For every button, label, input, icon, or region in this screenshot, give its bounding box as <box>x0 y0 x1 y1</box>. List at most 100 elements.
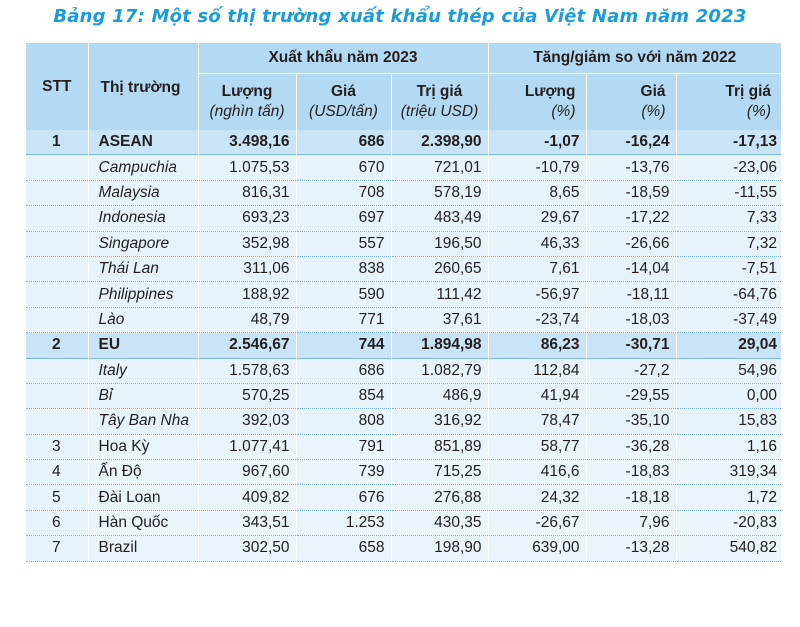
row-stt <box>26 408 88 435</box>
row-value: 854 <box>295 383 391 409</box>
column-header-label: Lượng <box>221 83 273 100</box>
row-value: 46,33 <box>487 231 586 257</box>
table-row: Indonesia 693,23 697 483,49 29,67 -17,22 7,33 <box>26 205 781 232</box>
column-header-unit: (triệu USD) <box>400 103 479 120</box>
row-value: 196,50 <box>390 231 488 257</box>
row-value: -17,13 <box>675 130 781 155</box>
row-value: 721,01 <box>390 154 488 181</box>
row-value: 111,42 <box>390 281 488 308</box>
row-value: 1.082,79 <box>390 358 488 384</box>
table-row: 7 Brazil 302,50 658 198,90 639,00 -13,28 540,82 <box>26 535 781 562</box>
row-value: 302,50 <box>197 535 296 562</box>
row-value: 15,83 <box>675 408 781 435</box>
column-header-unit: (%) <box>641 103 666 120</box>
row-stt: 2 <box>26 332 88 359</box>
row-value: 8,65 <box>487 180 586 206</box>
row-market-name: ASEAN <box>87 130 198 155</box>
row-market-name: Hoa Kỳ <box>87 434 198 460</box>
table-row: Thái Lan 311,06 838 260,65 7,61 -14,04 -7,51 <box>26 256 781 282</box>
row-value: 1.253 <box>295 510 391 536</box>
row-value: -20,83 <box>675 510 781 536</box>
column-header-unit: (USD/tấn) <box>309 103 378 120</box>
column-header: Giá (%) <box>585 73 676 130</box>
row-stt: 6 <box>26 510 88 536</box>
table-row: Singapore 352,98 557 196,50 46,33 -26,66 7,32 <box>26 231 781 257</box>
column-header-unit: (nghìn tấn) <box>209 103 285 120</box>
row-value: 708 <box>295 180 391 206</box>
row-value: -29,55 <box>585 383 676 409</box>
row-value: -26,66 <box>585 231 676 257</box>
row-value: 54,96 <box>675 358 781 384</box>
row-market-name: Bỉ <box>87 383 198 409</box>
row-value: -56,97 <box>487 281 586 308</box>
column-header: Lượng (nghìn tấn) <box>197 73 296 130</box>
row-value: 7,96 <box>585 510 676 536</box>
row-value: -7,51 <box>675 256 781 282</box>
row-value: 0,00 <box>675 383 781 409</box>
table-row: Italy 1.578,63 686 1.082,79 112,84 -27,2 54,96 <box>26 358 781 384</box>
row-stt: 5 <box>26 484 88 511</box>
header-group-change: Tăng/giảm so với năm 2022 <box>487 43 781 74</box>
table-row: 3 Hoa Kỳ 1.077,41 791 851,89 58,77 -36,28 1,16 <box>26 434 781 460</box>
row-value: 48,79 <box>197 307 296 333</box>
table-row: Philippines 188,92 590 111,42 -56,97 -18,11 -6… <box>26 281 781 308</box>
row-value: -37,49 <box>675 307 781 333</box>
row-value: -30,71 <box>585 332 676 359</box>
row-value: 86,23 <box>487 332 586 359</box>
row-stt <box>26 281 88 308</box>
row-value: 639,00 <box>487 535 586 562</box>
table-row: 2 EU 2.546,67 744 1.894,98 86,23 -30,71 29,04 <box>26 332 781 359</box>
row-stt <box>26 383 88 409</box>
row-value: 2.398,90 <box>390 130 488 155</box>
row-value: -14,04 <box>585 256 676 282</box>
row-value: -18,03 <box>585 307 676 333</box>
column-header: Giá (USD/tấn) <box>295 73 391 130</box>
row-value: -23,06 <box>675 154 781 181</box>
row-value: 316,92 <box>390 408 488 435</box>
column-header: Trị giá (%) <box>675 73 781 130</box>
row-value: -18,59 <box>585 180 676 206</box>
header-market: Thị trường <box>87 43 198 130</box>
row-value: 771 <box>295 307 391 333</box>
row-value: -16,24 <box>585 130 676 155</box>
row-value: 658 <box>295 535 391 562</box>
row-value: -23,74 <box>487 307 586 333</box>
row-market-name: Thái Lan <box>87 256 198 282</box>
row-value: 715,25 <box>390 459 488 485</box>
row-value: 409,82 <box>197 484 296 511</box>
row-value: -18,11 <box>585 281 676 308</box>
row-value: -27,2 <box>585 358 676 384</box>
row-value: 590 <box>295 281 391 308</box>
column-header-label: Trị giá <box>725 83 771 100</box>
row-stt <box>26 256 88 282</box>
column-header: Lượng (%) <box>487 73 586 130</box>
row-value: 540,82 <box>675 535 781 562</box>
row-value: 838 <box>295 256 391 282</box>
row-value: 2.546,67 <box>197 332 296 359</box>
row-value: 808 <box>295 408 391 435</box>
row-value: 739 <box>295 459 391 485</box>
row-stt <box>26 180 88 206</box>
row-market-name: Campuchia <box>87 154 198 181</box>
row-value: 7,61 <box>487 256 586 282</box>
column-header-label: Trị giá <box>416 83 463 100</box>
row-value: 58,77 <box>487 434 586 460</box>
table-row: Campuchia 1.075,53 670 721,01 -10,79 -13,76 -2… <box>26 154 781 181</box>
row-stt: 3 <box>26 434 88 460</box>
row-value: 578,19 <box>390 180 488 206</box>
table-row: 5 Đài Loan 409,82 676 276,88 24,32 -18,18 1,72 <box>26 484 781 511</box>
export-table: STT Thị trường Xuất khẩu năm 2023 Tăng/g… <box>26 43 781 562</box>
row-value: 198,90 <box>390 535 488 562</box>
row-value: 676 <box>295 484 391 511</box>
row-value: 7,33 <box>675 205 781 232</box>
column-header-label: Lượng <box>524 83 576 100</box>
column-header: Trị giá (triệu USD) <box>390 73 488 130</box>
table-row: Bỉ 570,25 854 486,9 41,94 -29,55 0,00 <box>26 383 781 409</box>
row-value: 430,35 <box>390 510 488 536</box>
column-header-label: Giá <box>331 83 356 100</box>
row-stt: 1 <box>26 130 88 155</box>
row-value: -17,22 <box>585 205 676 232</box>
row-market-name: Ấn Độ <box>87 459 198 485</box>
row-market-name: Italy <box>87 358 198 384</box>
